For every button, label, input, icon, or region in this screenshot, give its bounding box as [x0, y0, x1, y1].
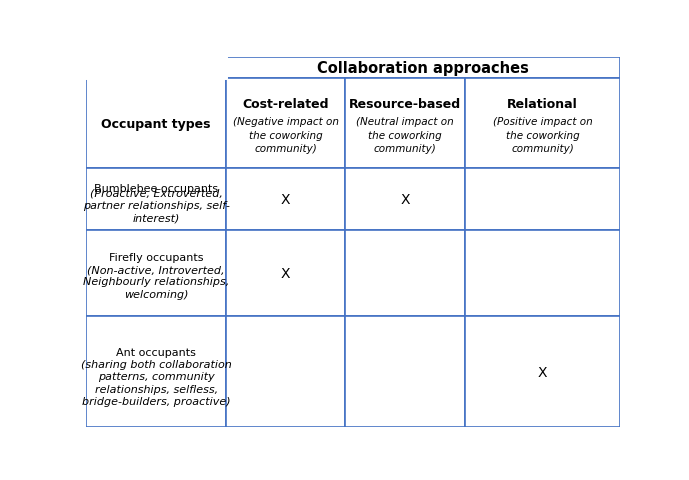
- Text: (Proactive, Extroverted,
partner relationships, self-
interest): (Proactive, Extroverted, partner relatio…: [83, 188, 229, 223]
- Bar: [465, 79, 620, 168]
- Text: X: X: [400, 192, 410, 206]
- Text: X: X: [281, 192, 290, 206]
- Bar: [86, 168, 226, 230]
- Bar: [86, 79, 226, 168]
- Bar: [465, 230, 620, 316]
- Text: X: X: [538, 365, 548, 379]
- Text: (Positive impact on
the coworking
community): (Positive impact on the coworking commun…: [493, 117, 593, 154]
- Bar: [345, 79, 465, 168]
- Text: Collaboration approaches: Collaboration approaches: [317, 61, 529, 76]
- Bar: [226, 79, 345, 168]
- Text: (Negative impact on
the coworking
community): (Negative impact on the coworking commun…: [233, 117, 338, 154]
- Bar: [226, 316, 345, 427]
- Text: Firefly occupants: Firefly occupants: [109, 253, 203, 263]
- Text: Resource-based: Resource-based: [349, 97, 461, 110]
- Bar: [465, 316, 620, 427]
- Text: Bumblebee occupants: Bumblebee occupants: [94, 183, 218, 193]
- Text: (Neutral impact on
the coworking
community): (Neutral impact on the coworking communi…: [356, 117, 454, 154]
- Text: Occupant types: Occupant types: [101, 117, 211, 130]
- Bar: [465, 168, 620, 230]
- Text: Relational: Relational: [507, 97, 578, 110]
- Bar: [86, 316, 226, 427]
- Bar: [86, 230, 226, 316]
- Bar: [226, 230, 345, 316]
- Text: (sharing both collaboration
patterns, community
relationships, selfless,
bridge-: (sharing both collaboration patterns, co…: [81, 360, 232, 407]
- Text: (Non-active, Introverted,
Neighbourly relationships,
welcoming): (Non-active, Introverted, Neighbourly re…: [83, 264, 229, 299]
- Bar: [345, 168, 465, 230]
- Bar: [226, 58, 620, 79]
- Bar: [345, 230, 465, 316]
- Bar: [226, 168, 345, 230]
- Bar: [345, 316, 465, 427]
- Text: Ant occupants: Ant occupants: [116, 347, 196, 357]
- Text: X: X: [281, 266, 290, 280]
- Text: Cost-related: Cost-related: [243, 97, 329, 110]
- Bar: [86, 58, 226, 79]
